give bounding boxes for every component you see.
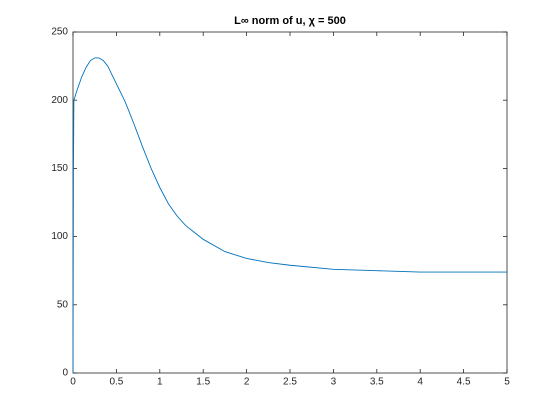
x-tick-label: 2 xyxy=(244,377,250,388)
x-tick-label: 1.5 xyxy=(196,377,210,388)
y-tick-label: 0 xyxy=(62,368,68,379)
x-tick-label: 1 xyxy=(157,377,163,388)
y-tick-label: 250 xyxy=(51,27,68,38)
line xyxy=(72,57,507,374)
x-tick-label: 4.5 xyxy=(457,377,471,388)
x-tick-label: 2.5 xyxy=(283,377,297,388)
y-tick-label: 100 xyxy=(51,231,68,242)
x-tick-label: 3.5 xyxy=(370,377,384,388)
x-tick-label: 4 xyxy=(417,377,423,388)
y-tick-label: 150 xyxy=(51,163,68,174)
x-tick-label: 3 xyxy=(331,377,337,388)
chart-title: L∞ norm of u, χ = 500 xyxy=(234,15,346,27)
y-tick-label: 50 xyxy=(57,299,69,310)
y-tick-label: 200 xyxy=(51,95,68,106)
x-tick-label: 5 xyxy=(504,377,510,388)
x-tick-label: 0.5 xyxy=(109,377,123,388)
x-tick-label: 0 xyxy=(70,377,76,388)
